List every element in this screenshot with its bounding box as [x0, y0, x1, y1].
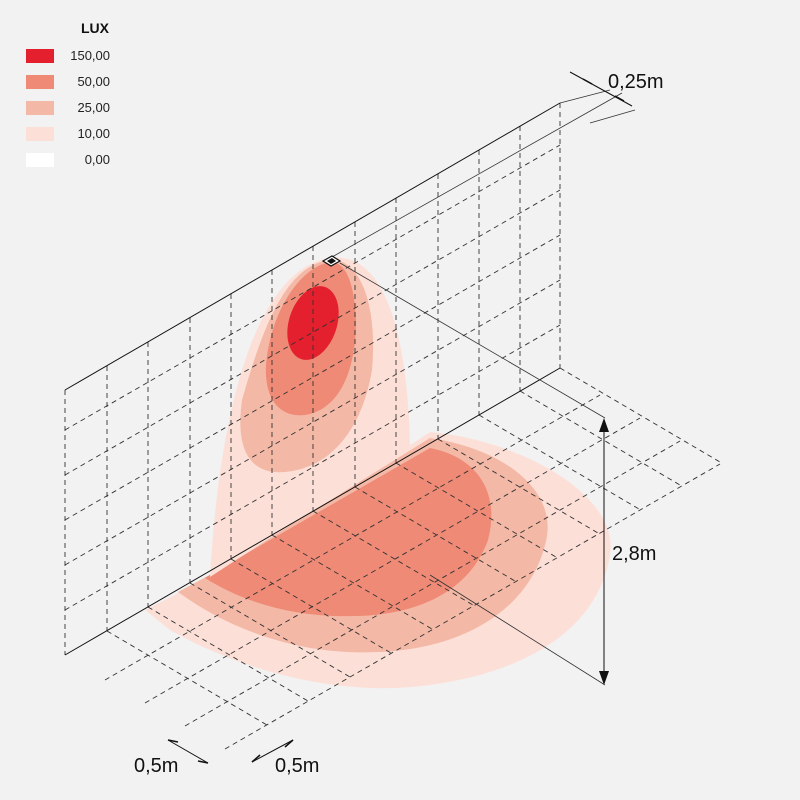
grid-y-dimension	[251, 739, 294, 763]
legend-item-50: 50,00	[26, 74, 126, 90]
legend-swatch	[26, 75, 54, 89]
wall-lux-contours	[210, 257, 410, 577]
legend-swatch	[26, 101, 54, 115]
height-dimension-arrows	[599, 418, 609, 685]
grid-y-dimension-label: 0,5m	[275, 755, 319, 777]
legend-swatch	[26, 49, 54, 63]
luminaire-icon	[321, 255, 342, 267]
legend-item-25: 25,00	[26, 100, 126, 116]
legend-title: LUX	[81, 20, 109, 36]
floor-contour-50	[205, 448, 492, 617]
legend-item-150: 150,00	[26, 48, 126, 64]
height-dimension	[339, 262, 606, 686]
offset-dimension-label: 0,25m	[608, 71, 664, 93]
floor-grid	[104, 367, 721, 750]
legend-swatch	[26, 153, 54, 167]
legend-label: 150,00	[70, 48, 110, 63]
grid-x-dimension	[167, 739, 209, 764]
legend-item-10: 10,00	[26, 126, 126, 142]
wall-grid	[64, 103, 561, 655]
legend-item-0: 0,00	[26, 152, 126, 168]
legend-label: 0,00	[84, 152, 110, 167]
offset-dimension	[331, 71, 636, 258]
floor-lux-contours	[145, 432, 611, 689]
legend-label: 50,00	[77, 74, 110, 89]
height-dimension-label: 2,8m	[612, 543, 656, 565]
grid-x-dimension-label: 0,5m	[134, 755, 178, 777]
legend-swatch	[26, 127, 54, 141]
legend-label: 10,00	[77, 126, 110, 141]
wall-edges	[64, 102, 561, 656]
legend-label: 25,00	[77, 100, 110, 115]
